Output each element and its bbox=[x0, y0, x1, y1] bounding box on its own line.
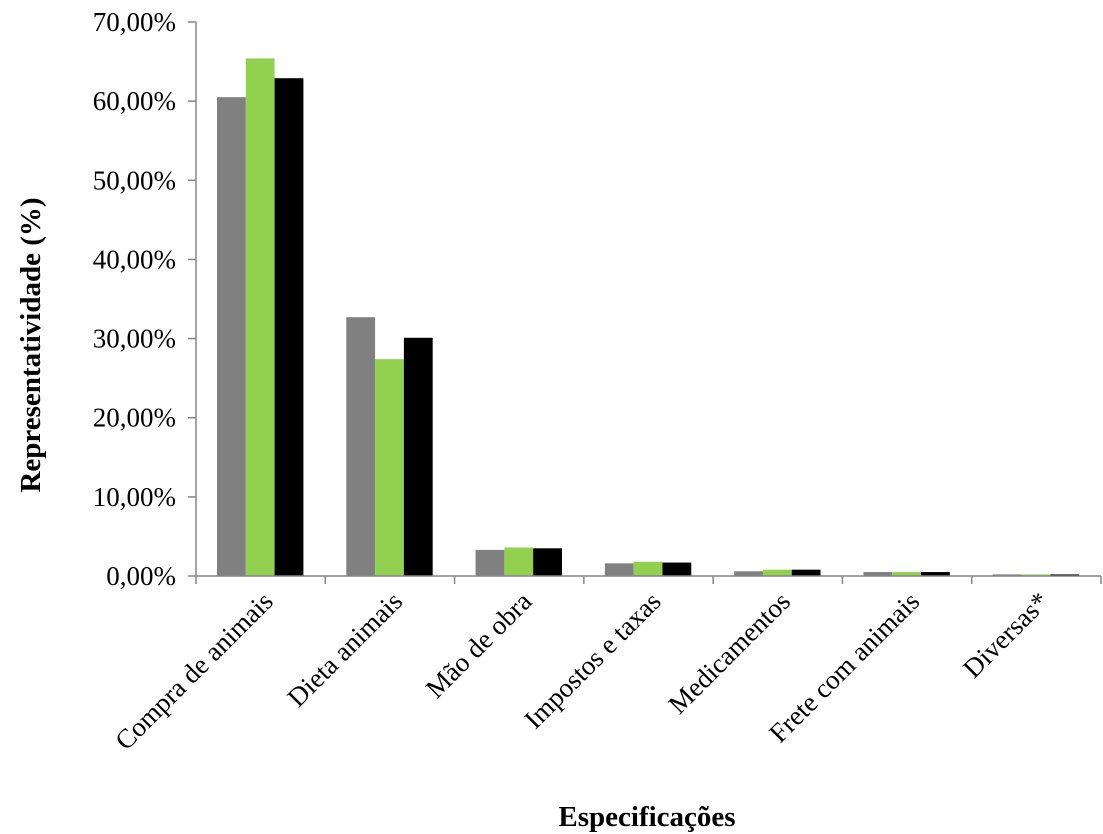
y-tick-label: 70,00% bbox=[93, 7, 176, 37]
y-tick-label: 30,00% bbox=[93, 324, 176, 354]
y-tick-label: 10,00% bbox=[93, 482, 176, 512]
y-tick-label: 20,00% bbox=[93, 403, 176, 433]
bar bbox=[604, 563, 634, 576]
y-tick-label: 40,00% bbox=[93, 244, 176, 274]
bar bbox=[533, 548, 562, 576]
bar bbox=[892, 572, 922, 576]
x-tick-label: Impostos e taxas bbox=[518, 586, 666, 734]
bar bbox=[662, 562, 692, 576]
y-tick-label: 0,00% bbox=[106, 561, 176, 591]
bar bbox=[791, 569, 821, 576]
bar bbox=[1050, 574, 1080, 576]
x-axis-title: Especificações bbox=[558, 801, 735, 833]
x-tick-label: Medicamentos bbox=[662, 586, 796, 720]
x-tick-label: Mão de obra bbox=[420, 586, 538, 704]
bar bbox=[475, 549, 505, 576]
bar bbox=[403, 337, 433, 576]
y-tick-label: 50,00% bbox=[93, 165, 176, 195]
x-tick-labels: Compra de animais Dieta animais Mão de obr… bbox=[109, 586, 1054, 756]
bar-series-group bbox=[217, 58, 1080, 577]
x-tick-label: Diversas* bbox=[957, 586, 1055, 684]
bar bbox=[346, 317, 376, 576]
bar bbox=[734, 571, 763, 576]
bar bbox=[863, 572, 893, 576]
y-tick-labels: 0,00% 10,00% 20,00% 30,00% 40,00% 50,00% 60,00… bbox=[93, 7, 176, 591]
bar bbox=[921, 572, 950, 576]
y-tick-label: 60,00% bbox=[93, 86, 176, 116]
bar bbox=[245, 58, 275, 577]
bar bbox=[274, 78, 304, 576]
bar bbox=[1021, 574, 1051, 576]
x-tick-label: Dieta animais bbox=[281, 586, 408, 713]
x-tick-label: Compra de animais bbox=[109, 586, 279, 756]
bar bbox=[504, 547, 534, 576]
bar bbox=[762, 569, 792, 576]
bar bbox=[375, 359, 404, 576]
bar bbox=[217, 97, 246, 576]
y-axis-title: Representatividade (%) bbox=[15, 197, 47, 492]
bar bbox=[633, 561, 663, 576]
axes bbox=[188, 21, 1102, 584]
bar bbox=[992, 574, 1022, 576]
